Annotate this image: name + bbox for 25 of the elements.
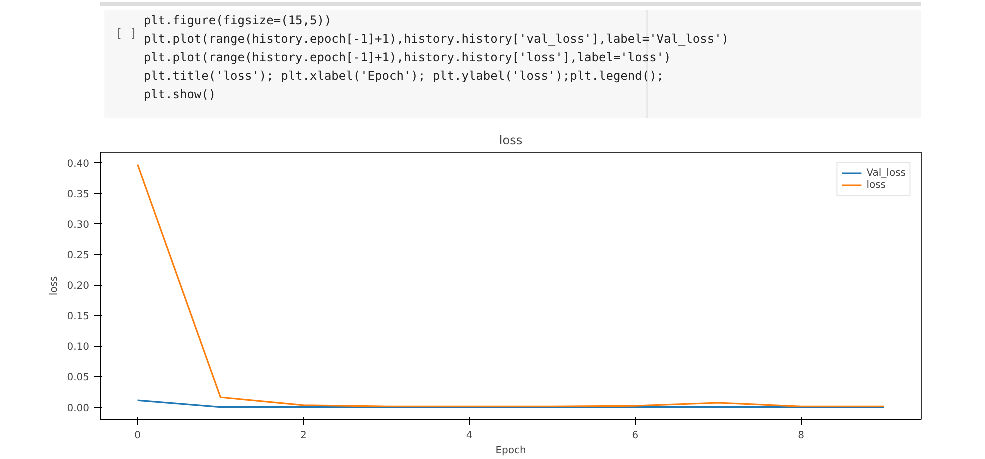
text: plt.show() bbox=[144, 88, 216, 102]
y-tick-label: 0.25 bbox=[67, 250, 90, 262]
x-tick-label: 8 bbox=[798, 430, 804, 442]
y-tick-label: 0.30 bbox=[67, 220, 90, 231]
text: plt.plot(range(history.epoch[-1]+1),history.history['val_loss'],label='Val_loss') bbox=[144, 32, 730, 46]
legend-label: loss bbox=[866, 179, 887, 191]
y-tick-label: 0.05 bbox=[67, 372, 90, 384]
y-tick-label: 0.40 bbox=[67, 158, 90, 170]
text: [ ] bbox=[116, 26, 138, 40]
y-tick-label: 0.35 bbox=[67, 189, 90, 200]
y-tick-label: 0.10 bbox=[67, 342, 90, 354]
text: plt.plot(range(history.epoch[-1]+1),history.history['loss'],label='loss') bbox=[144, 50, 672, 64]
x-tick-label: 6 bbox=[632, 430, 639, 442]
legend-label: Val_loss bbox=[866, 167, 906, 179]
x-tick-label: 0 bbox=[134, 430, 142, 442]
y-tick-label: 0.15 bbox=[67, 312, 90, 323]
x-tick-label: 4 bbox=[466, 430, 473, 442]
y-tick-label: 0.20 bbox=[67, 281, 90, 292]
chart-title: loss bbox=[499, 134, 523, 148]
x-tick-label: 2 bbox=[300, 430, 307, 442]
text: plt.title('loss'); plt.xlabel('Epoch'); plt.ylabel('loss');plt.legend(); bbox=[144, 69, 664, 83]
x-axis-title: Epoch bbox=[496, 446, 526, 456]
y-axis-title: loss bbox=[49, 276, 60, 296]
y-tick-label: 0.00 bbox=[67, 403, 90, 414]
text: plt.figure(figsize=(15,5)) bbox=[144, 14, 332, 28]
